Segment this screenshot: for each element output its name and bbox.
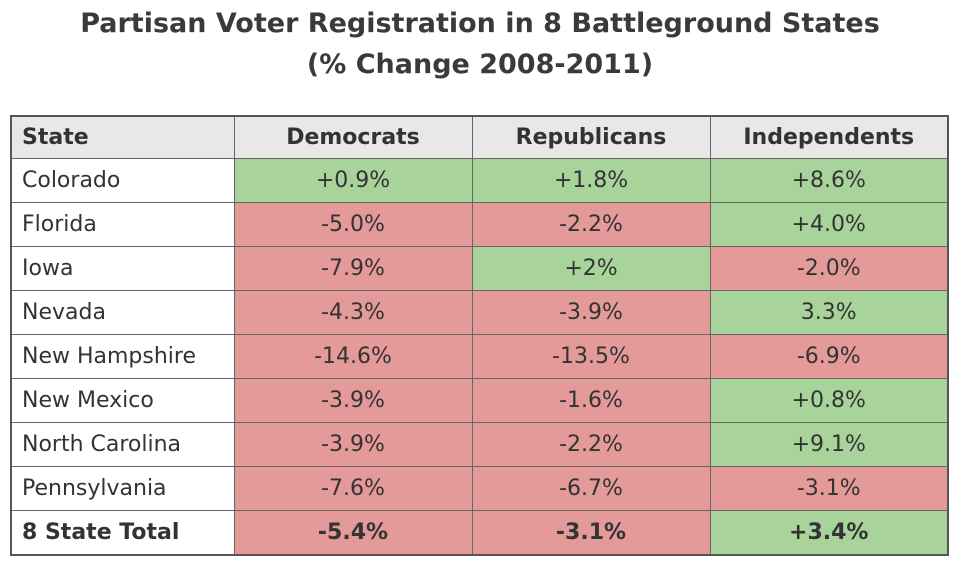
state-cell: Florida	[10, 202, 235, 247]
value-cell: +1.8%	[471, 158, 711, 203]
value-cell: -2.2%	[471, 202, 711, 247]
table-row: New Mexico -3.9% -1.6% +0.8%	[10, 378, 949, 423]
state-cell: North Carolina	[10, 422, 235, 467]
value-cell: -1.6%	[471, 378, 711, 423]
table-row: 8 State Total -5.4% -3.1% +3.4%	[10, 510, 949, 556]
column-header: Democrats	[233, 115, 473, 159]
table-row: Florida -5.0% -2.2% +4.0%	[10, 202, 949, 247]
table-row: North Carolina -3.9% -2.2% +9.1%	[10, 422, 949, 467]
value-cell: +4.0%	[709, 202, 949, 247]
state-cell: New Mexico	[10, 378, 235, 423]
table-row: New Hampshire -14.6% -13.5% -6.9%	[10, 334, 949, 379]
value-cell: -3.1%	[709, 466, 949, 511]
header-row: State Democrats Republicans Independents	[10, 115, 949, 159]
state-cell: Pennsylvania	[10, 466, 235, 511]
value-cell: +0.8%	[709, 378, 949, 423]
value-cell: -13.5%	[471, 334, 711, 379]
value-cell: -2.2%	[471, 422, 711, 467]
value-cell: +8.6%	[709, 158, 949, 203]
table-row: Pennsylvania -7.6% -6.7% -3.1%	[10, 466, 949, 511]
table-row: Nevada -4.3% -3.9% 3.3%	[10, 290, 949, 335]
value-cell: -3.9%	[233, 378, 473, 423]
value-cell: -3.1%	[471, 510, 711, 556]
value-cell: +3.4%	[709, 510, 949, 556]
value-cell: -3.9%	[233, 422, 473, 467]
value-cell: -5.4%	[233, 510, 473, 556]
value-cell: -14.6%	[233, 334, 473, 379]
table-row: Iowa -7.9% +2% -2.0%	[10, 246, 949, 291]
value-cell: +9.1%	[709, 422, 949, 467]
column-header: Independents	[709, 115, 949, 159]
table: State Democrats Republicans Independents Co…	[10, 115, 949, 556]
column-header: Republicans	[471, 115, 711, 159]
state-cell: 8 State Total	[10, 510, 235, 556]
value-cell: -2.0%	[709, 246, 949, 291]
value-cell: -4.3%	[233, 290, 473, 335]
state-cell: Colorado	[10, 158, 235, 203]
table-row: Colorado +0.9% +1.8% +8.6%	[10, 158, 949, 203]
value-cell: -7.6%	[233, 466, 473, 511]
value-cell: -3.9%	[471, 290, 711, 335]
value-cell: -6.9%	[709, 334, 949, 379]
value-cell: -5.0%	[233, 202, 473, 247]
value-cell: +2%	[471, 246, 711, 291]
state-cell: Iowa	[10, 246, 235, 291]
value-cell: -6.7%	[471, 466, 711, 511]
column-header: State	[10, 115, 235, 159]
title: Partisan Voter Registration in 8 Battleg…	[80, 8, 880, 39]
subtitle: (% Change 2008-2011)	[306, 49, 654, 80]
state-cell: Nevada	[10, 290, 235, 335]
value-cell: +0.9%	[233, 158, 473, 203]
table-body: Colorado +0.9% +1.8% +8.6% Florida -5.0% -2.2%…	[10, 158, 949, 556]
value-cell: -7.9%	[233, 246, 473, 291]
state-cell: New Hampshire	[10, 334, 235, 379]
value-cell: 3.3%	[709, 290, 949, 335]
